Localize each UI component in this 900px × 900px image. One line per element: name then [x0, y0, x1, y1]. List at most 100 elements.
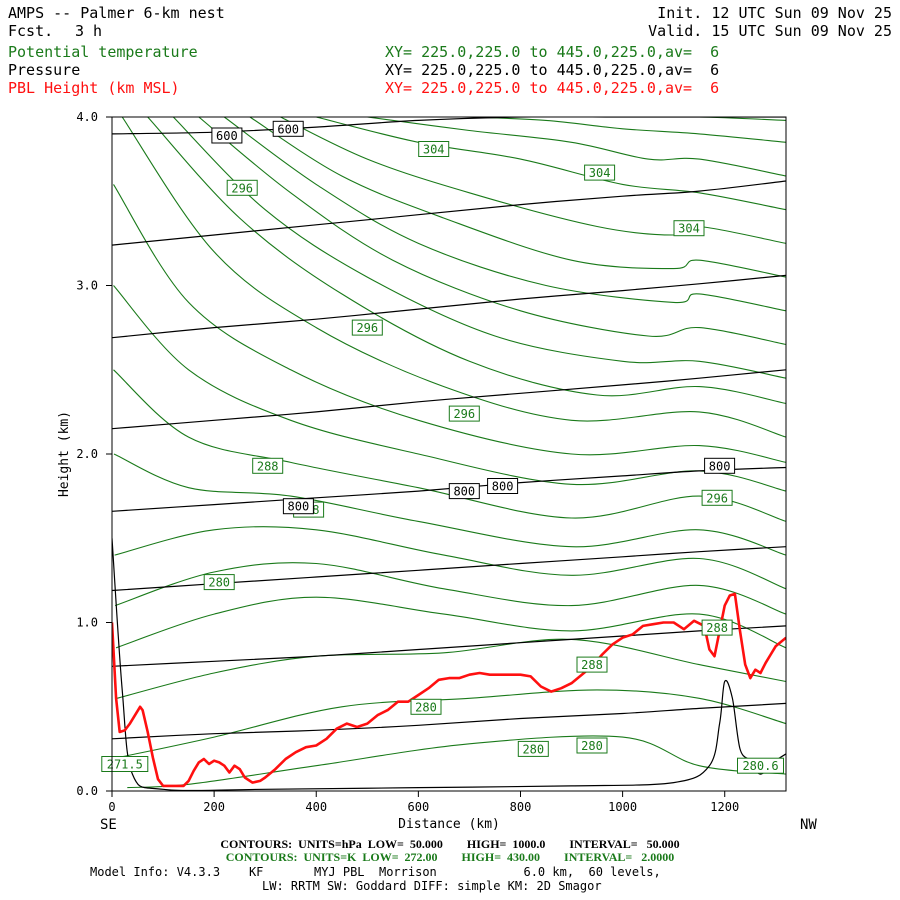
theta-contour-line [367, 117, 786, 177]
pressure-contour-label-box [448, 483, 480, 500]
nw-label: NW [800, 817, 817, 833]
plot-frame [111, 116, 787, 792]
pressure-contour-label: 800 [453, 485, 475, 499]
theta-contour-label-box [351, 319, 383, 336]
theta-contour-label-box [226, 179, 258, 196]
theta-contour-label-box [252, 457, 284, 474]
theta-contour-line [114, 562, 786, 615]
theta-contour-label-box [673, 220, 705, 237]
y-tick-label: 0.0 [76, 784, 98, 798]
theta-contour-label: 288 [706, 621, 728, 635]
pressure-contour-label: 800 [709, 459, 731, 473]
y-tick-label: 2.0 [76, 447, 98, 461]
theta-contour-info: CONTOURS: UNITS=K LOW= 272.00 HIGH= 430.… [225, 850, 675, 864]
theta-contour-line [198, 117, 786, 346]
theta-contour-label: 296 [453, 407, 475, 421]
pressure-contour-label-box [282, 498, 314, 515]
theta-contour-label: 288 [257, 459, 279, 473]
theta-contour-label: 280.6 [742, 759, 778, 773]
theta-contour-label-box [584, 164, 616, 181]
contour-labels: 3043043042962962962962882882882882802802… [101, 120, 784, 774]
theta-contour-label-box [701, 489, 733, 506]
theta-contour-label: 296 [231, 181, 253, 195]
pressure-contour-label-box [211, 127, 243, 144]
pressure-contour-line [112, 274, 786, 339]
theta-contour-label-box [203, 574, 235, 591]
theta-contour-label-box [576, 656, 608, 673]
se-label: SE [100, 817, 117, 833]
field3-xy: XY= 225.0,225.0 to 445.0,225.0,av= 6 [385, 79, 720, 97]
theta-contour-label: 280 [581, 739, 603, 753]
pressure-contour-label-box [704, 457, 736, 474]
theta-contour-label: 296 [356, 321, 378, 335]
chart-title: AMPS -- Palmer 6-km nest [8, 4, 225, 22]
theta-contour-label-box [418, 141, 450, 157]
pbl-height-line [112, 592, 786, 788]
theta-contour-label-box [737, 757, 784, 774]
theta-contour-line [113, 369, 786, 522]
theta-contour-line [172, 117, 786, 379]
theta-contour-label: 280 [208, 576, 230, 590]
theta-contour-label: 304 [589, 166, 611, 180]
pressure-contour-info: CONTOURS: UNITS=hPa LOW= 50.000 HIGH= 10… [220, 837, 680, 851]
pressure-contour-line [112, 180, 786, 246]
pressure-contours [112, 117, 786, 791]
theta-contour-label-box [101, 756, 149, 772]
x-tick-label: 1000 [608, 800, 637, 814]
theta-contour-label: 271.5 [107, 758, 143, 772]
theta-contour-line [147, 117, 786, 405]
field1-xy: XY= 225.0,225.0 to 445.0,225.0,av= 6 [385, 43, 720, 61]
theta-contour-label-box [576, 737, 608, 754]
pressure-contour-label: 800 [492, 480, 514, 494]
pressure-contour-line [112, 369, 786, 430]
init-time: Init. 12 UTC Sun 09 Nov 25 [657, 4, 892, 22]
theta-contour-label: 304 [423, 143, 445, 157]
x-tick-label: 600 [408, 800, 430, 814]
field3-name: PBL Height (km MSL) [8, 79, 180, 97]
theta-contour-label-box [448, 405, 480, 422]
theta-contour-line [113, 184, 786, 463]
field2-name: Pressure [8, 61, 81, 79]
theta-contour-label-box [517, 740, 549, 757]
theta-contour-line [115, 596, 786, 649]
pbl-height-series [112, 592, 786, 788]
x-tick-label: 1200 [710, 800, 739, 814]
theta-contour-label: 296 [706, 491, 728, 505]
theta-contour-label: 288 [581, 658, 603, 672]
theta-contour-line [469, 117, 786, 143]
theta-contour-line [121, 117, 786, 438]
theta-contour-label-box [410, 698, 442, 715]
y-tick-label: 1.0 [76, 616, 98, 630]
pressure-contour-label-box [487, 478, 519, 494]
pressure-contour-label-box [272, 120, 304, 137]
pressure-contour-label: 800 [288, 500, 310, 514]
theta-contour-line [127, 735, 786, 789]
x-tick-label: 800 [510, 800, 532, 814]
forecast-label: Fcst. [8, 22, 54, 40]
theta-contour-line [280, 117, 786, 244]
physics-info: LW: RRTM SW: Goddard DIFF: simple KM: 2D… [262, 879, 602, 893]
theta-contour-label: 304 [678, 222, 700, 236]
pressure-contour-line [112, 625, 786, 667]
theta-contour-line [119, 689, 786, 758]
theta-contour-line [316, 117, 786, 211]
x-tick-label: 400 [305, 800, 327, 814]
theta-contour-line [223, 117, 786, 312]
valid-time: Valid. 15 UTC Sun 09 Nov 25 [648, 22, 892, 40]
theta-contours [113, 117, 786, 789]
x-tick-label: 0 [108, 800, 115, 814]
x-axis-label: Distance (km) [398, 817, 500, 832]
pressure-contour-label: 600 [216, 129, 238, 143]
pressure-contour-label: 600 [277, 122, 299, 136]
field1-name: Potential temperature [8, 43, 198, 61]
pressure-contour-line [112, 702, 786, 740]
field2-xy: XY= 225.0,225.0 to 445.0,225.0,av= 6 [385, 61, 720, 79]
y-axis-label: Height (km) [57, 411, 72, 497]
x-tick-label: 200 [203, 800, 225, 814]
y-tick-label: 3.0 [76, 279, 98, 293]
theta-contour-label-box [701, 619, 733, 636]
theta-contour-label: 280 [522, 742, 544, 756]
theta-contour-label: 280 [415, 700, 437, 714]
model-info: Model Info: V4.3.3 KF MYJ PBL Morrison 6… [90, 865, 661, 879]
